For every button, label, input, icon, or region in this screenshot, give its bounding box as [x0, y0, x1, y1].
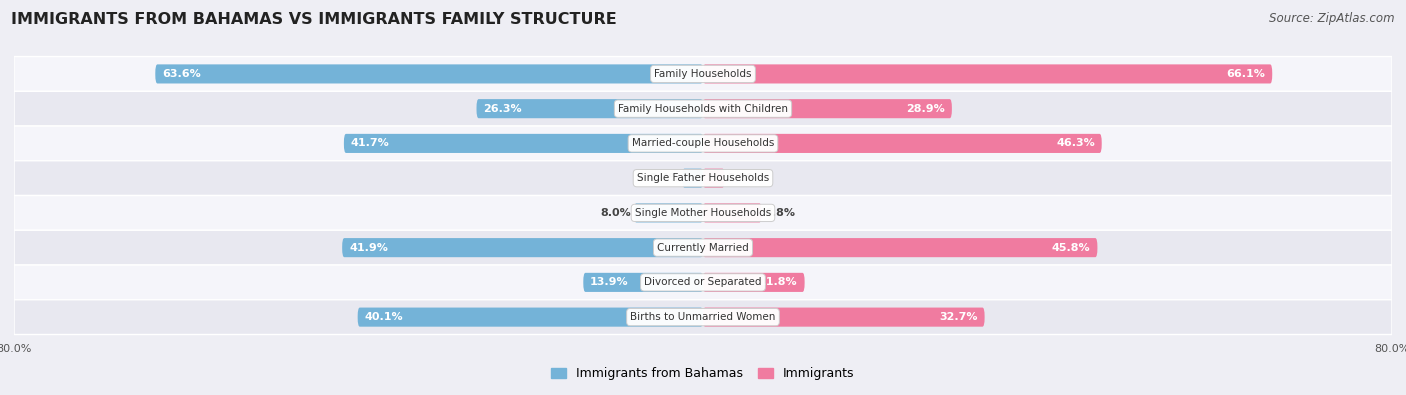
FancyBboxPatch shape: [14, 161, 1392, 196]
FancyBboxPatch shape: [583, 273, 703, 292]
Text: 45.8%: 45.8%: [1052, 243, 1091, 253]
FancyBboxPatch shape: [344, 134, 703, 153]
Text: 40.1%: 40.1%: [364, 312, 404, 322]
FancyBboxPatch shape: [703, 64, 1272, 83]
Legend: Immigrants from Bahamas, Immigrants: Immigrants from Bahamas, Immigrants: [547, 362, 859, 386]
Text: 2.4%: 2.4%: [648, 173, 679, 183]
FancyBboxPatch shape: [155, 64, 703, 83]
Text: 2.5%: 2.5%: [727, 173, 758, 183]
FancyBboxPatch shape: [477, 99, 703, 118]
FancyBboxPatch shape: [703, 134, 1102, 153]
FancyBboxPatch shape: [14, 196, 1392, 230]
Text: 41.7%: 41.7%: [350, 138, 389, 149]
Text: 11.8%: 11.8%: [759, 277, 797, 288]
Text: 6.8%: 6.8%: [763, 208, 796, 218]
Text: 32.7%: 32.7%: [939, 312, 977, 322]
Text: 46.3%: 46.3%: [1056, 138, 1095, 149]
Text: IMMIGRANTS FROM BAHAMAS VS IMMIGRANTS FAMILY STRUCTURE: IMMIGRANTS FROM BAHAMAS VS IMMIGRANTS FA…: [11, 12, 617, 27]
Text: 8.0%: 8.0%: [600, 208, 631, 218]
Text: 63.6%: 63.6%: [162, 69, 201, 79]
Text: Divorced or Separated: Divorced or Separated: [644, 277, 762, 288]
FancyBboxPatch shape: [703, 203, 762, 222]
FancyBboxPatch shape: [703, 169, 724, 188]
FancyBboxPatch shape: [14, 300, 1392, 335]
Text: Single Father Households: Single Father Households: [637, 173, 769, 183]
FancyBboxPatch shape: [703, 273, 804, 292]
Text: Family Households: Family Households: [654, 69, 752, 79]
FancyBboxPatch shape: [14, 56, 1392, 91]
Text: 66.1%: 66.1%: [1226, 69, 1265, 79]
Text: Births to Unmarried Women: Births to Unmarried Women: [630, 312, 776, 322]
Text: Currently Married: Currently Married: [657, 243, 749, 253]
FancyBboxPatch shape: [634, 203, 703, 222]
FancyBboxPatch shape: [703, 238, 1098, 257]
Text: Single Mother Households: Single Mother Households: [636, 208, 770, 218]
FancyBboxPatch shape: [703, 99, 952, 118]
FancyBboxPatch shape: [14, 230, 1392, 265]
Text: 26.3%: 26.3%: [484, 103, 522, 114]
FancyBboxPatch shape: [682, 169, 703, 188]
Text: Family Households with Children: Family Households with Children: [619, 103, 787, 114]
Text: 28.9%: 28.9%: [907, 103, 945, 114]
FancyBboxPatch shape: [357, 308, 703, 327]
FancyBboxPatch shape: [14, 91, 1392, 126]
Text: Married-couple Households: Married-couple Households: [631, 138, 775, 149]
FancyBboxPatch shape: [14, 126, 1392, 161]
Text: 41.9%: 41.9%: [349, 243, 388, 253]
FancyBboxPatch shape: [14, 265, 1392, 300]
FancyBboxPatch shape: [703, 308, 984, 327]
FancyBboxPatch shape: [342, 238, 703, 257]
Text: Source: ZipAtlas.com: Source: ZipAtlas.com: [1270, 12, 1395, 25]
Text: 13.9%: 13.9%: [591, 277, 628, 288]
